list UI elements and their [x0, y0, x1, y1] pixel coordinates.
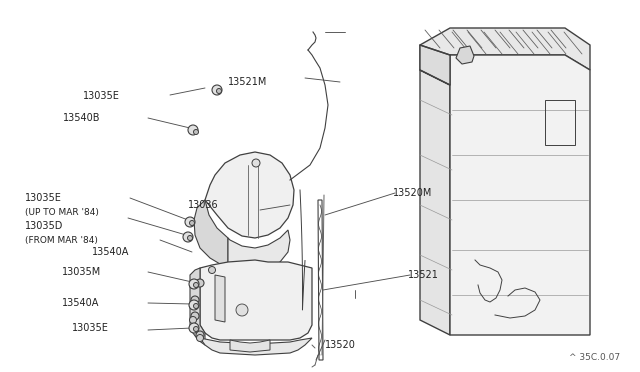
Circle shape: [185, 217, 195, 227]
Circle shape: [189, 300, 199, 310]
Circle shape: [196, 331, 204, 339]
Text: 13520M: 13520M: [393, 188, 433, 198]
Polygon shape: [420, 45, 450, 85]
Polygon shape: [205, 152, 294, 238]
Text: (UP TO MAR '84): (UP TO MAR '84): [25, 208, 99, 217]
Circle shape: [193, 304, 198, 308]
Text: 13540B: 13540B: [63, 113, 100, 123]
Circle shape: [189, 323, 199, 333]
Circle shape: [193, 282, 198, 288]
Polygon shape: [420, 28, 590, 70]
Polygon shape: [194, 200, 228, 266]
Circle shape: [188, 125, 198, 135]
Circle shape: [188, 235, 193, 241]
Text: 13035E: 13035E: [72, 323, 109, 333]
Text: 13035E: 13035E: [25, 193, 62, 203]
Circle shape: [209, 266, 216, 273]
Text: 13035M: 13035M: [62, 267, 101, 277]
Polygon shape: [450, 55, 590, 335]
Text: 13520: 13520: [325, 340, 356, 350]
Text: 13521: 13521: [408, 270, 439, 280]
Text: (FROM MAR '84): (FROM MAR '84): [25, 235, 98, 244]
Polygon shape: [228, 230, 290, 270]
Circle shape: [193, 327, 198, 331]
Polygon shape: [456, 46, 474, 64]
Circle shape: [193, 129, 198, 135]
Text: 13540A: 13540A: [62, 298, 99, 308]
Text: 13540A: 13540A: [92, 247, 129, 257]
Circle shape: [189, 279, 199, 289]
Polygon shape: [230, 340, 270, 352]
Text: 13521M: 13521M: [228, 77, 268, 87]
Polygon shape: [200, 338, 312, 355]
Polygon shape: [420, 70, 450, 335]
Polygon shape: [215, 275, 225, 322]
Circle shape: [196, 334, 204, 341]
Circle shape: [189, 301, 196, 308]
Circle shape: [189, 282, 196, 289]
Circle shape: [191, 296, 199, 304]
Text: 13035D: 13035D: [25, 221, 63, 231]
Polygon shape: [200, 260, 312, 340]
Circle shape: [196, 279, 204, 287]
Text: 13036: 13036: [188, 200, 219, 210]
Text: 13035E: 13035E: [83, 91, 120, 101]
Polygon shape: [190, 268, 205, 345]
Circle shape: [191, 312, 199, 320]
Circle shape: [216, 89, 221, 93]
Circle shape: [212, 85, 222, 95]
Text: ^ 35C.0.07: ^ 35C.0.07: [569, 353, 620, 362]
Circle shape: [183, 232, 193, 242]
Circle shape: [189, 317, 196, 324]
Circle shape: [189, 221, 195, 225]
Circle shape: [252, 159, 260, 167]
Circle shape: [236, 304, 248, 316]
